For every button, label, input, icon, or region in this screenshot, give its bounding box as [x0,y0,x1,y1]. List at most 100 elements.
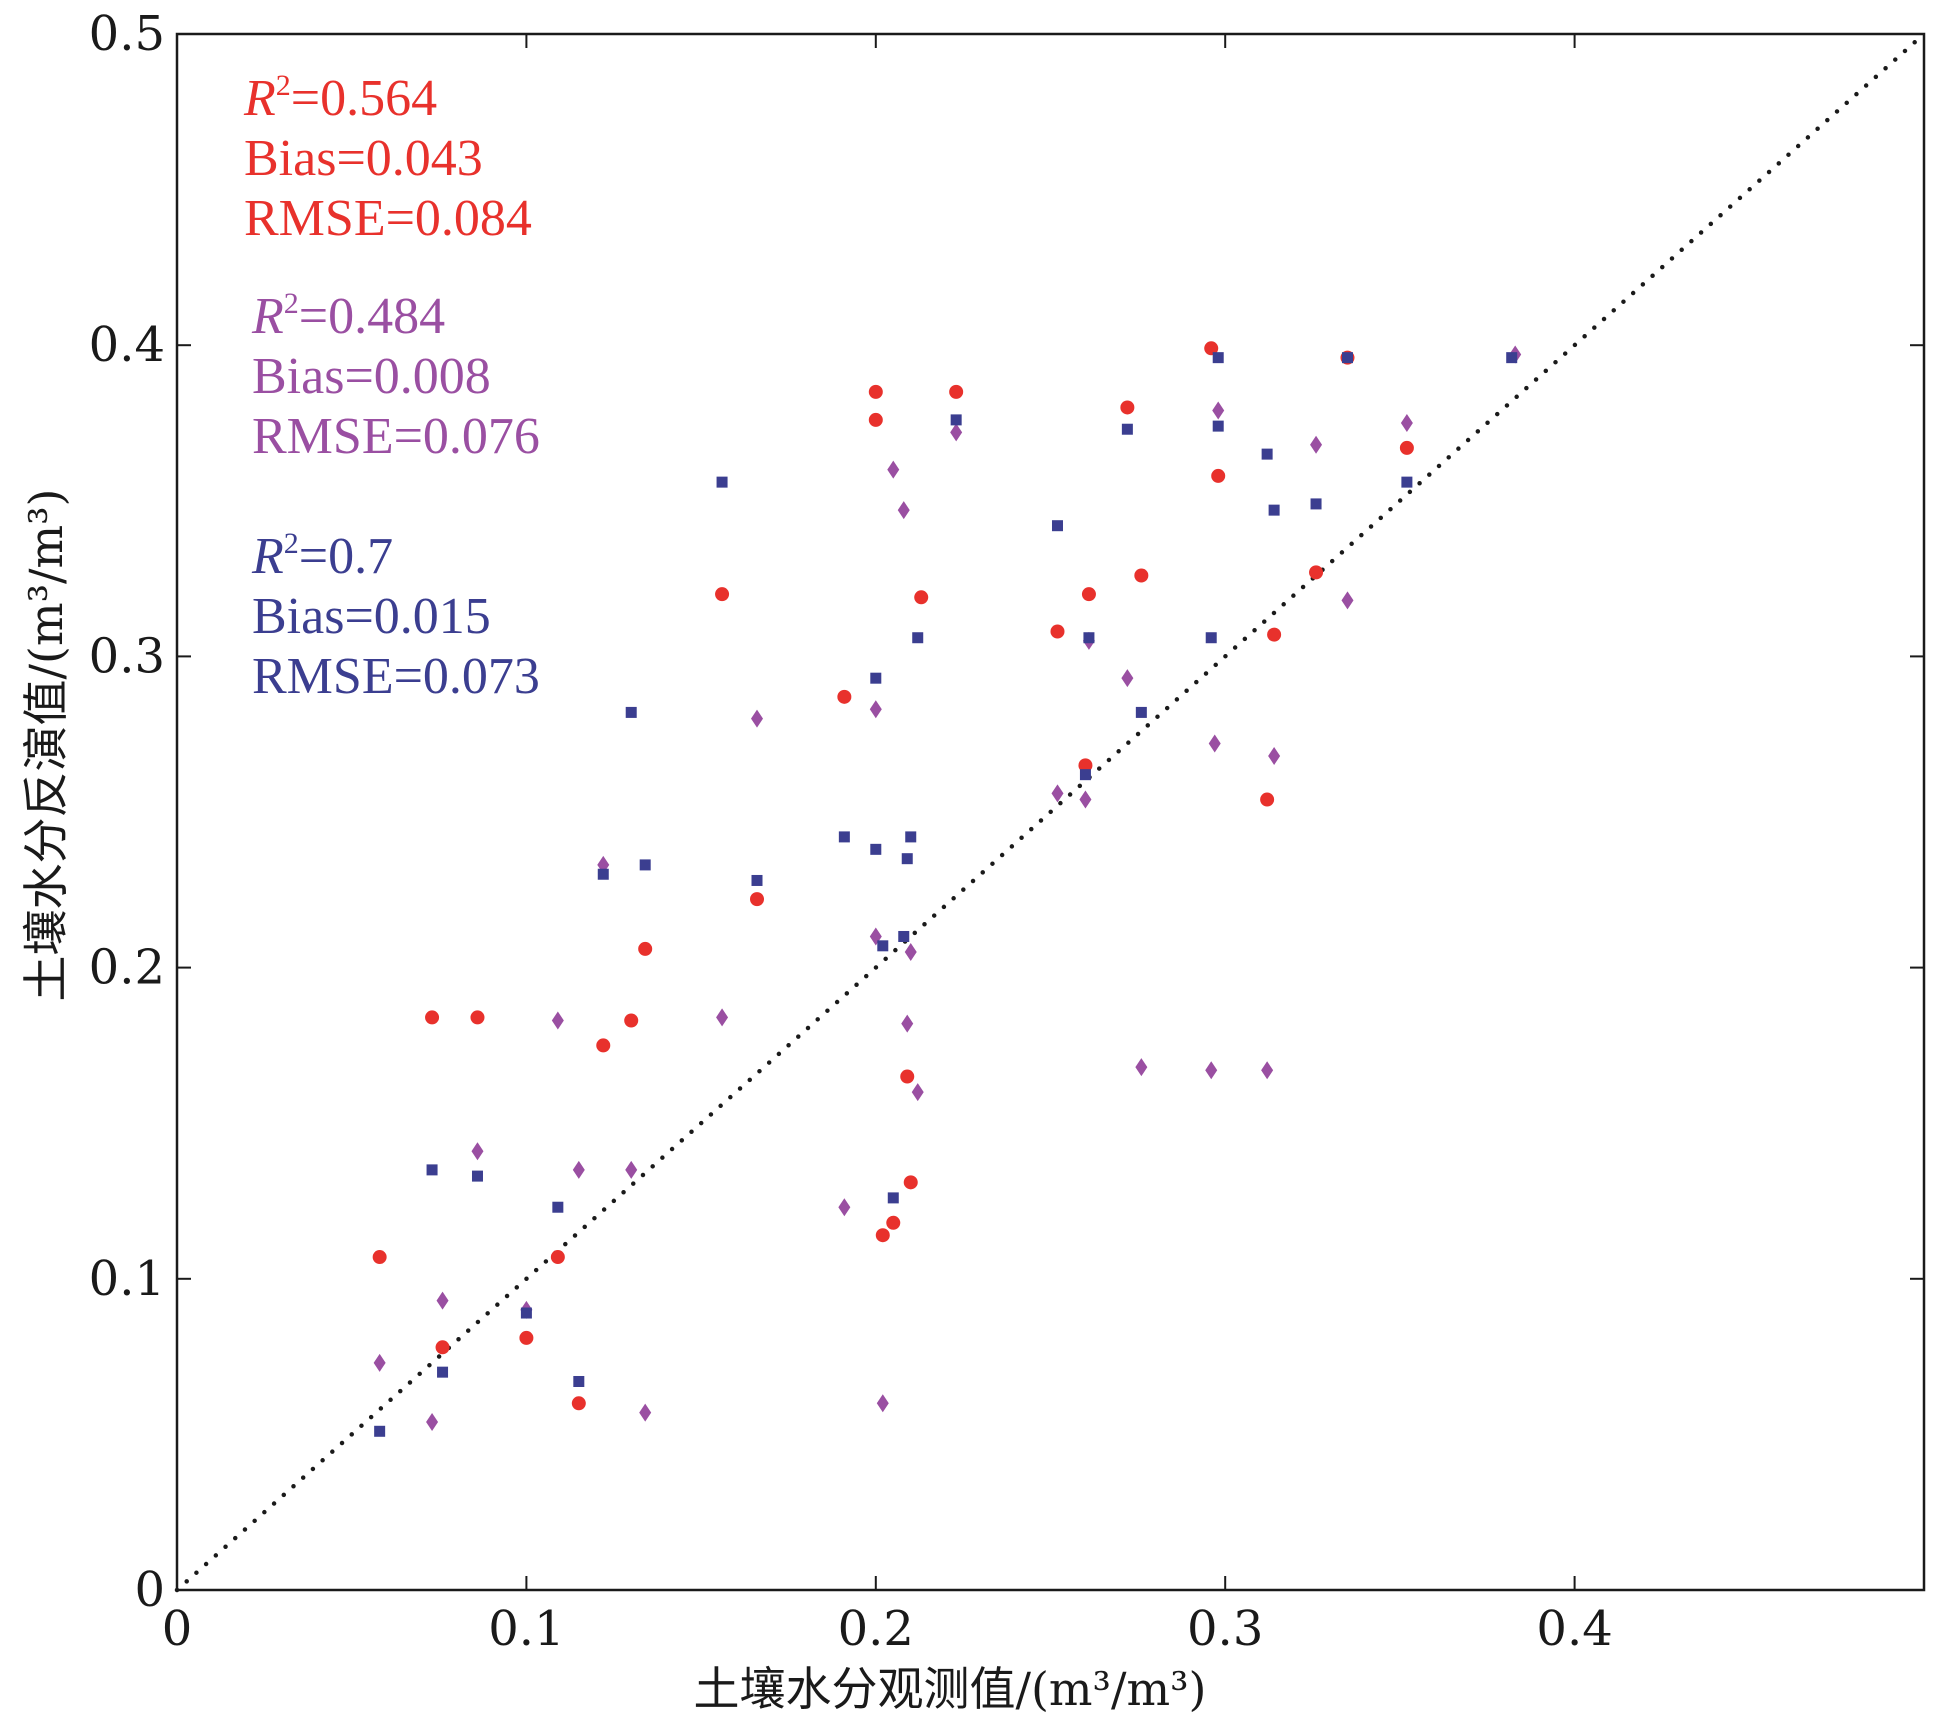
data-point-circle [715,587,730,602]
data-point-circle [837,689,852,704]
data-point-square [887,1192,899,1204]
data-point-circle [550,1250,565,1265]
x-tick-label: 0.1 [488,1601,564,1657]
one-to-one-line [174,31,1927,1593]
data-point-diamond [838,1198,851,1217]
data-point-circle [1260,792,1275,807]
data-point-circle [638,941,653,956]
data-point-square [1212,420,1224,432]
data-point-circle [571,1396,586,1411]
data-point-diamond [904,943,917,962]
data-point-square [625,706,637,718]
data-point-circle [868,384,883,399]
data-point-square [520,1307,532,1319]
data-point-circle [886,1215,901,1230]
data-point-diamond [373,1353,386,1372]
data-point-circle [1309,565,1324,580]
data-point-circle [750,892,765,907]
series-square [374,352,1518,1437]
x-axis-label: 土壤水分观测值/(m³/m³) [693,1662,1206,1716]
data-point-diamond [1205,1061,1218,1080]
data-point-circle [1120,400,1135,415]
data-point-square [877,940,889,952]
y-axis-label: 土壤水分反演值/(m³/m³) [19,488,73,1001]
data-point-square [437,1366,449,1378]
data-point-circle [372,1250,387,1265]
data-point-square [1506,352,1518,364]
y-tick-label: 0 [134,1562,165,1618]
data-point-diamond [551,1011,564,1030]
data-point-diamond [950,423,963,442]
data-point-square [426,1164,438,1176]
data-point-diamond [897,501,910,520]
data-point-square [1341,352,1353,364]
data-point-circle [875,1228,890,1243]
data-point-square [1268,504,1280,516]
data-point-square [552,1201,564,1213]
data-point-square [1212,352,1224,364]
y-tick-label: 0.1 [89,1251,165,1307]
data-point-circle [900,1069,915,1084]
y-tick-label: 0.2 [89,940,165,996]
data-point-square [901,853,913,865]
y-tick-label: 0.5 [89,6,165,62]
data-point-diamond [471,1142,484,1161]
data-point-diamond [436,1291,449,1310]
data-point-diamond [1341,591,1354,610]
data-point-square [597,868,609,880]
plot-frame [175,32,1926,1592]
data-point-diamond [625,1160,638,1179]
data-point-diamond [1400,414,1413,432]
data-point-square [1261,448,1273,460]
data-point-circle [596,1038,611,1053]
data-point-square [471,1170,483,1182]
data-point-square [870,843,882,855]
data-point-square [1310,498,1322,510]
data-point-diamond [572,1160,585,1179]
stats-layer: R2=0.564Bias=0.043RMSE=0.084R2=0.484Bias… [243,69,540,705]
data-point-square [905,831,917,843]
data-point-diamond [1261,1061,1274,1080]
x-tick-label: 0.4 [1536,1601,1612,1657]
data-point-circle [949,384,964,399]
data-point-circle [1081,587,1096,602]
data-point-diamond [911,1083,924,1102]
data-point-square [639,859,651,871]
data-point-circle [425,1010,440,1025]
data-point-square [1135,706,1147,718]
x-tick-label: 0.3 [1187,1601,1263,1657]
data-point-square [1079,769,1091,781]
data-point-circle [1204,341,1219,356]
series-diamond [373,345,1522,1431]
bias-label: Bias=0.015 [252,588,491,645]
data-point-square [912,632,924,644]
data-point-diamond [869,700,882,719]
data-point-circle [435,1340,450,1355]
data-point-square [1083,632,1095,644]
data-point-circle [1399,440,1414,455]
rmse-label: RMSE=0.073 [252,648,540,705]
data-point-diamond [639,1403,652,1422]
data-point-square [1121,423,1133,435]
data-point-square [716,476,728,488]
bias-label: Bias=0.008 [252,348,491,405]
data-point-circle [1211,468,1226,483]
data-point-square [898,930,910,942]
data-point-square [1205,632,1217,644]
data-point-square [950,414,962,426]
data-point-square [870,672,882,684]
data-point-circle [903,1175,918,1190]
r-squared-label: R2=0.484 [251,287,445,345]
data-point-diamond [751,709,764,728]
points-layer [372,341,1522,1437]
data-point-diamond [1051,784,1064,803]
data-point-diamond [901,1014,914,1033]
data-point-diamond [1208,734,1221,753]
y-tick-label: 0.4 [89,317,165,373]
ticks-layer: 0 0.1 0.2 0.3 0.4 0 0.1 0.2 0.3 0.4 0.5 [89,6,1924,1657]
data-point-diamond [716,1008,729,1027]
